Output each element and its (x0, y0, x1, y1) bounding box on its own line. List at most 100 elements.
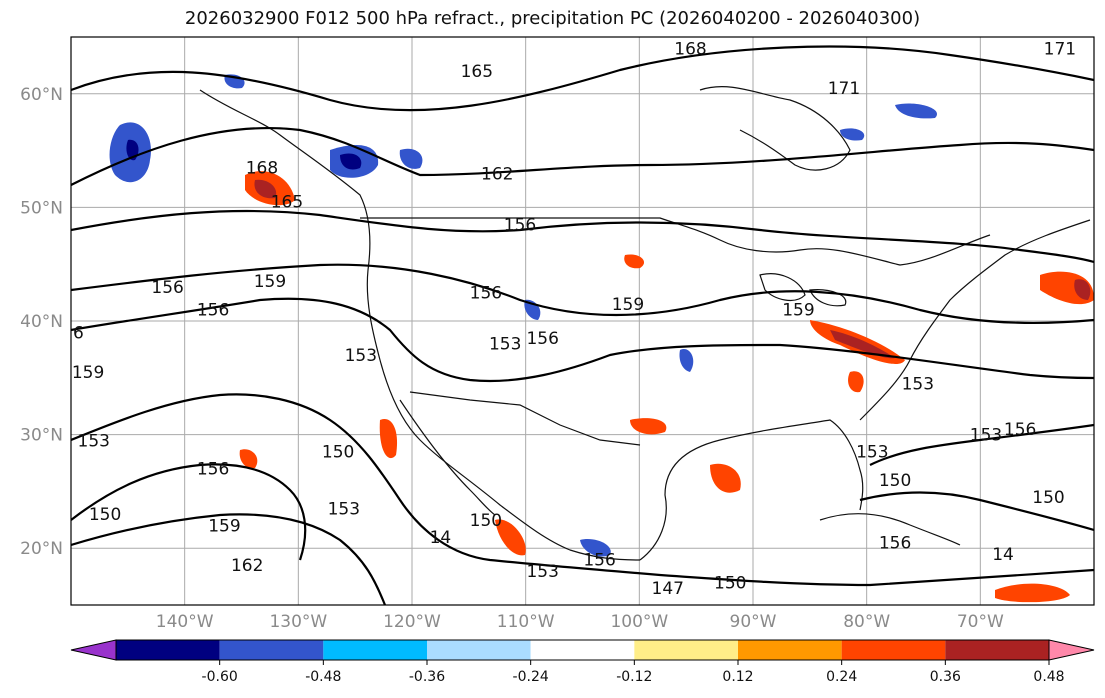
colorbar-tick-label: 0.36 (930, 669, 961, 685)
colorbar-segment (530, 640, 635, 660)
precip-blob (580, 539, 611, 557)
latitude-label: 20°N (20, 539, 63, 559)
contour-label: 153 (328, 499, 360, 519)
contour-label: 156 (151, 278, 183, 298)
contour-label: 150 (89, 505, 121, 525)
contour-label: 171 (1044, 39, 1076, 59)
contour-label: 165 (461, 62, 493, 82)
contour-label: 153 (78, 431, 110, 451)
contour-label: 162 (481, 164, 513, 184)
coastlines (199, 86, 1091, 561)
precip-blob (848, 371, 864, 393)
precip-blob (679, 349, 694, 372)
precip-blob (895, 103, 937, 119)
precip-blob (254, 179, 277, 199)
longitude-label: 90°W (730, 612, 777, 632)
precip-blob (630, 418, 667, 435)
contour-label: 156 (470, 284, 502, 304)
coastline-baja (399, 399, 496, 516)
precip-blob (1074, 279, 1091, 300)
contour-label: 159 (208, 516, 240, 536)
contour-label: 153 (902, 374, 934, 394)
latitude-labels: 60°N 50°N 40°N 30°N 20°N (20, 85, 63, 559)
latitude-label: 60°N (20, 85, 63, 105)
contour-label: 153 (526, 562, 558, 582)
great-lakes (759, 273, 847, 307)
colorbar-frame (115, 639, 1050, 661)
refractivity-contours (71, 45, 1094, 605)
contour-label: 14 (992, 545, 1014, 565)
colorbar-tick-label: -0.36 (409, 669, 445, 685)
contour-label: 159 (72, 363, 104, 383)
colorbar-under-arrow (70, 639, 117, 661)
colorbar-tick-label: -0.60 (202, 669, 238, 685)
colorbar-segment (219, 640, 324, 660)
latitude-label: 50°N (20, 198, 63, 218)
longitude-label: 100°W (610, 612, 668, 632)
contour-label: 156 (526, 329, 558, 349)
precip-blob (995, 583, 1070, 603)
coastline-atlantic (859, 219, 1091, 421)
longitude-label: 70°W (957, 612, 1004, 632)
precip-blob (495, 519, 526, 556)
precip-shading (109, 74, 1094, 603)
precip-blob (840, 128, 865, 141)
contour-line (71, 209, 1094, 264)
colorbar-over-arrow (1048, 639, 1095, 661)
contour-label: 171 (828, 79, 860, 99)
contour-label: 162 (231, 556, 263, 576)
colorbar-tick-label: -0.48 (305, 669, 341, 685)
contour-label: 159 (782, 301, 814, 321)
contour-line (869, 423, 1094, 466)
contour-label: 156 (879, 534, 911, 554)
precip-blob (239, 449, 258, 469)
coastline-gulf (639, 419, 864, 561)
precip-blob (710, 463, 741, 493)
longitude-label: 130°W (269, 612, 327, 632)
contour-line (859, 491, 1094, 532)
contour-label: 165 (271, 193, 303, 213)
border-us-mexico (409, 391, 641, 446)
colorbar-tick-label: -0.24 (513, 669, 549, 685)
colorbar-segment (427, 640, 531, 660)
colorbar-tick-label: 0.24 (826, 669, 857, 685)
precip-blob (830, 330, 895, 359)
map-title: 2026032900 F012 500 hPa refract., precip… (184, 8, 921, 29)
colorbar-tick-label: 0.48 (1033, 669, 1064, 685)
contour-line (71, 463, 307, 561)
contour-line (71, 297, 1094, 383)
map-frame (70, 36, 1095, 606)
colorbar: -0.60 -0.48 -0.36 -0.24 -0.12 0.12 0.24 0.36 0.4… (70, 639, 1095, 685)
contour-label: 156 (1004, 420, 1036, 440)
precip-blob (399, 148, 423, 169)
contour-label: 150 (714, 573, 746, 593)
contour-label: 156 (197, 460, 229, 480)
longitude-label: 120°W (383, 612, 441, 632)
contour-label: 156 (583, 551, 615, 571)
contour-label: 147 (652, 579, 684, 599)
contour-label: 168 (246, 159, 278, 179)
contour-line (71, 393, 1094, 587)
contour-line (71, 263, 1094, 325)
latitude-label: 40°N (20, 312, 63, 332)
contour-label: 150 (879, 471, 911, 491)
colorbar-tick-label: -0.12 (616, 669, 652, 685)
graticule (71, 37, 1094, 605)
longitude-labels: 140°W 130°W 120°W 110°W 100°W 90°W 80°W 70°W (156, 612, 1004, 632)
longitude-label: 110°W (497, 612, 555, 632)
precip-blob (379, 419, 398, 459)
colorbar-tick-label: 0.12 (722, 669, 753, 685)
colorbar-segment (116, 640, 220, 660)
contour-label: 159 (612, 295, 644, 315)
precip-blob (340, 153, 362, 170)
contour-label: 156 (197, 301, 229, 321)
border-us-canada (360, 217, 991, 266)
contour-line (71, 45, 1094, 112)
contour-label: 156 (51, 323, 83, 343)
contour-label: 153 (970, 426, 1002, 446)
contour-label: 159 (254, 272, 286, 292)
longitude-label: 140°W (156, 612, 214, 632)
colorbar-segment (634, 640, 738, 660)
contour-label: 150 (470, 511, 502, 531)
